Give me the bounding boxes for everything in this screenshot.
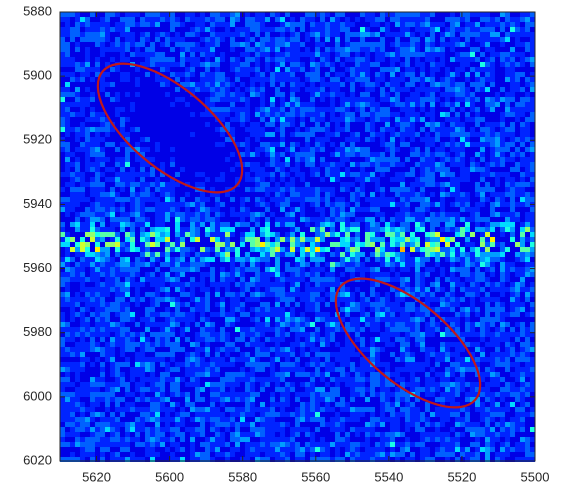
plot-frame bbox=[59, 11, 536, 462]
x-tick-label: 5600 bbox=[155, 469, 184, 484]
heatmap-cells bbox=[60, 17, 535, 462]
heatmap-cells bbox=[70, 227, 530, 257]
annotation-ellipse bbox=[334, 277, 482, 409]
x-tick-label: 5620 bbox=[82, 469, 111, 484]
heatmap-cells bbox=[400, 247, 405, 252]
y-tick-label: 5980 bbox=[23, 324, 52, 339]
annotation-ellipse bbox=[96, 62, 244, 194]
y-tick-label: 6000 bbox=[23, 388, 52, 403]
x-tick-label: 5580 bbox=[228, 469, 257, 484]
heatmap-cells bbox=[70, 232, 490, 252]
x-tick-label: 5500 bbox=[521, 469, 550, 484]
heatmap-cells bbox=[60, 12, 535, 462]
y-tick-label: 5960 bbox=[23, 260, 52, 275]
heatmap-texture bbox=[60, 12, 535, 462]
axes: 5620 5600 5580 5560 5540 5520 5500 5880 5900 5920… bbox=[23, 3, 549, 484]
y-tick-label: 5900 bbox=[23, 68, 52, 83]
heatmap-cells bbox=[60, 12, 535, 462]
x-tick-label: 5560 bbox=[301, 469, 330, 484]
x-tick-label: 5540 bbox=[374, 469, 403, 484]
y-tick-label: 5920 bbox=[23, 132, 52, 147]
y-tick-label: 5880 bbox=[23, 3, 52, 18]
y-tick-label: 6020 bbox=[23, 452, 52, 467]
y-tick-label: 5940 bbox=[23, 196, 52, 211]
x-tick-label: 5520 bbox=[447, 469, 476, 484]
